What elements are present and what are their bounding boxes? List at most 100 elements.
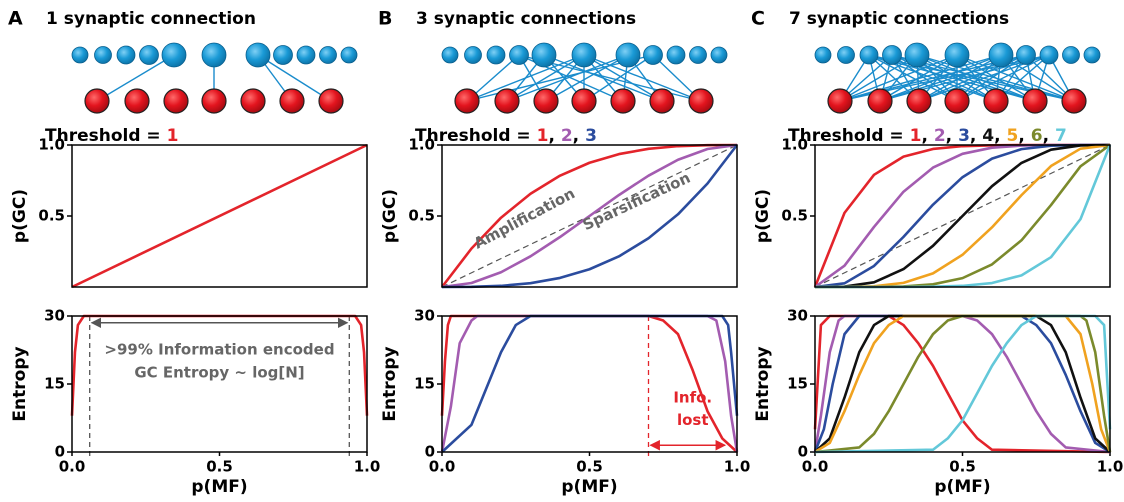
mossy-fiber: [441, 46, 459, 64]
plot-frame: [71, 144, 368, 288]
granule-cell: [867, 88, 893, 114]
x-tick-label: 0.5: [206, 458, 233, 476]
granule-cell: [318, 88, 344, 114]
mossy-fiber: [319, 46, 337, 64]
legend-entry: 3: [958, 126, 970, 146]
series-line: [440, 314, 739, 453]
mossy-fiber: [464, 46, 482, 64]
y-axis-label: p(GC): [380, 189, 400, 243]
mossy-fiber: [531, 42, 557, 68]
y-axis-label: Entropy: [380, 346, 400, 421]
connection: [956, 54, 1075, 102]
panel-title: 3 synaptic connections: [416, 9, 636, 29]
y-axis-label: Entropy: [10, 346, 30, 421]
legend-entry: 4: [982, 126, 994, 146]
connection: [916, 54, 1036, 102]
legend-separator: ,: [1018, 126, 1030, 146]
granule-cell: [494, 88, 520, 114]
connection: [583, 54, 654, 102]
y-tick-label: 1.0: [408, 136, 435, 154]
legend-separator: ,: [921, 126, 933, 146]
mossy-fiber: [689, 46, 707, 64]
granule-cell: [1022, 88, 1048, 114]
series-line: [71, 143, 368, 289]
connection: [257, 54, 332, 102]
mossy-fiber: [296, 45, 316, 65]
connection: [545, 54, 629, 102]
connection: [879, 54, 1002, 102]
series-line: [814, 314, 1112, 454]
mossy-fiber: [571, 42, 597, 68]
y-tick-label: 1.0: [781, 136, 808, 154]
x-tick-label: 1.0: [354, 458, 381, 476]
series-line: [814, 314, 1111, 453]
annotation: Info.: [673, 389, 712, 407]
mossy-fiber: [273, 45, 293, 65]
y-axis-label: Entropy: [753, 346, 773, 421]
granule-cell: [124, 88, 150, 114]
legend: Threshold = 1: [45, 126, 178, 146]
y-tick-label: 30: [787, 307, 808, 325]
series-line: [814, 314, 1112, 454]
legend-separator: ,: [548, 126, 560, 146]
x-tick-label: 1.0: [1097, 458, 1124, 476]
connection: [839, 54, 1002, 102]
legend-title: Threshold =: [415, 126, 537, 146]
granule-cell: [84, 88, 110, 114]
granule-cell: [533, 88, 559, 114]
connection: [506, 54, 629, 102]
y-tick-label: 0: [425, 443, 435, 461]
mossy-fiber: [94, 46, 112, 64]
granule-cell: [454, 88, 480, 114]
legend-entry: 2: [561, 126, 573, 146]
legend: Threshold = 1, 2, 3, 4, 5, 6, 7: [788, 126, 1067, 146]
granule-cell: [944, 88, 970, 114]
legend-title: Threshold =: [45, 126, 167, 146]
mossy-fiber: [340, 46, 358, 64]
connection: [956, 54, 1027, 102]
plot-frame: [814, 144, 1111, 288]
granule-cell: [201, 88, 227, 114]
panel-letter: A: [8, 8, 23, 30]
x-axis-label: p(MF): [561, 477, 617, 497]
legend-entry: 1: [910, 126, 922, 146]
connection: [583, 54, 702, 102]
legend-entry: 5: [1007, 126, 1019, 146]
x-tick-label: 0.0: [59, 458, 86, 476]
mossy-fiber: [71, 46, 89, 64]
mossy-fiber: [814, 46, 832, 64]
panel-title: 1 synaptic connection: [46, 9, 256, 29]
panel-title: 7 synaptic connections: [789, 9, 1009, 29]
series-line: [440, 143, 738, 288]
annotation: Sparsification: [580, 169, 693, 235]
connection: [506, 54, 585, 102]
legend-entry: 1: [537, 126, 549, 146]
connection: [916, 54, 1075, 102]
plot-frame: [71, 315, 368, 453]
connection: [916, 54, 997, 102]
mossy-fiber: [1016, 45, 1036, 65]
granule-cell: [906, 88, 932, 114]
connection: [1000, 54, 1075, 102]
legend-entry: 6: [1031, 126, 1043, 146]
y-tick-label: 15: [787, 375, 808, 393]
x-tick-label: 1.0: [724, 458, 751, 476]
network-diagram: [814, 42, 1101, 114]
mossy-fiber: [904, 42, 930, 68]
mossy-fiber: [643, 45, 663, 65]
annotation: Amplification: [471, 184, 578, 252]
x-axis-label: p(MF): [934, 477, 990, 497]
connection: [543, 54, 663, 102]
y-tick-label: 0: [798, 443, 808, 461]
mossy-fiber: [837, 46, 855, 64]
series-line: [813, 314, 1111, 454]
x-tick-label: 0.0: [802, 458, 829, 476]
granule-cell: [827, 88, 853, 114]
y-tick-label: 30: [414, 307, 435, 325]
legend-separator: ,: [994, 126, 1006, 146]
y-axis-label: p(GC): [10, 189, 30, 243]
series-line: [441, 144, 739, 289]
legend-entry: 3: [585, 126, 597, 146]
series-line: [813, 314, 1111, 454]
